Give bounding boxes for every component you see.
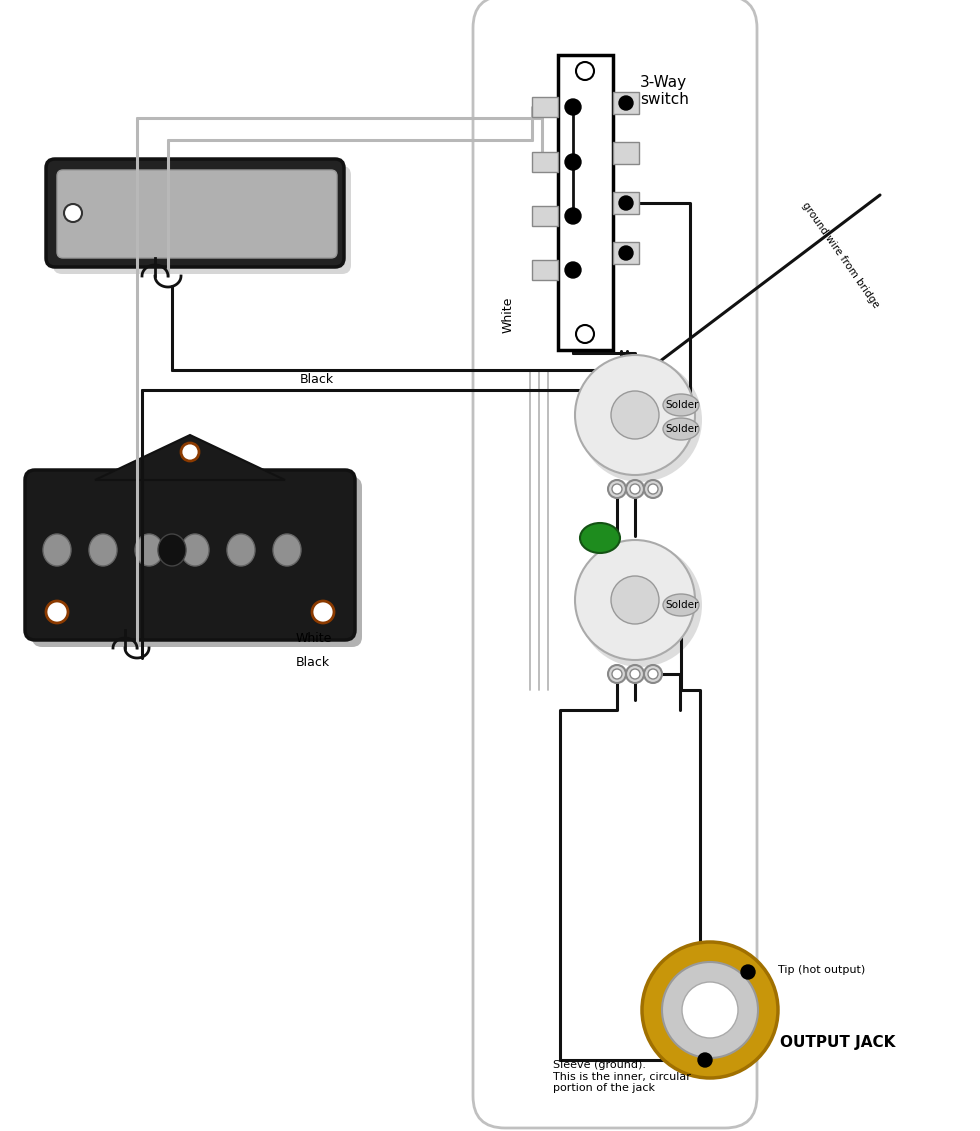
Ellipse shape bbox=[89, 534, 117, 566]
Text: OUTPUT JACK: OUTPUT JACK bbox=[780, 1035, 896, 1050]
Circle shape bbox=[626, 665, 644, 683]
FancyBboxPatch shape bbox=[32, 477, 362, 647]
FancyBboxPatch shape bbox=[46, 159, 344, 267]
Circle shape bbox=[682, 982, 738, 1038]
Circle shape bbox=[619, 247, 633, 260]
FancyBboxPatch shape bbox=[25, 470, 355, 640]
Circle shape bbox=[612, 484, 622, 494]
FancyBboxPatch shape bbox=[57, 170, 337, 258]
Circle shape bbox=[611, 391, 659, 439]
Ellipse shape bbox=[663, 418, 699, 440]
Text: Tip (hot output): Tip (hot output) bbox=[778, 965, 865, 975]
Text: Sleeve (ground).
This is the inner, circular
portion of the jack: Sleeve (ground). This is the inner, circ… bbox=[553, 1060, 691, 1094]
Bar bbox=[613, 143, 639, 164]
Circle shape bbox=[630, 670, 640, 679]
Bar bbox=[532, 97, 558, 116]
Bar bbox=[532, 152, 558, 172]
Circle shape bbox=[608, 665, 626, 683]
Circle shape bbox=[578, 359, 702, 482]
Circle shape bbox=[619, 196, 633, 210]
Bar bbox=[613, 192, 639, 214]
Circle shape bbox=[698, 1053, 712, 1067]
Text: Black: Black bbox=[300, 373, 334, 386]
Bar bbox=[558, 55, 613, 349]
Circle shape bbox=[619, 96, 633, 110]
Circle shape bbox=[565, 154, 581, 170]
Circle shape bbox=[612, 670, 622, 679]
Bar bbox=[613, 92, 639, 114]
Ellipse shape bbox=[43, 534, 71, 566]
Text: Solder: Solder bbox=[665, 601, 699, 610]
Circle shape bbox=[662, 962, 758, 1057]
Bar bbox=[532, 206, 558, 226]
Circle shape bbox=[312, 601, 334, 623]
Text: White: White bbox=[502, 296, 514, 334]
Circle shape bbox=[565, 100, 581, 115]
Circle shape bbox=[642, 942, 778, 1078]
Text: Solder: Solder bbox=[665, 424, 699, 434]
Circle shape bbox=[181, 443, 199, 461]
Circle shape bbox=[565, 262, 581, 278]
Circle shape bbox=[578, 543, 702, 667]
Circle shape bbox=[576, 62, 594, 80]
Ellipse shape bbox=[663, 394, 699, 416]
Circle shape bbox=[741, 965, 755, 979]
Ellipse shape bbox=[158, 534, 186, 566]
Circle shape bbox=[626, 480, 644, 498]
Ellipse shape bbox=[181, 534, 209, 566]
Ellipse shape bbox=[135, 534, 163, 566]
Ellipse shape bbox=[227, 534, 255, 566]
Circle shape bbox=[648, 484, 658, 494]
Circle shape bbox=[576, 325, 594, 343]
Text: Black: Black bbox=[296, 656, 330, 668]
Text: 3-Way
switch: 3-Way switch bbox=[640, 75, 689, 107]
Ellipse shape bbox=[273, 534, 301, 566]
Circle shape bbox=[608, 480, 626, 498]
Bar bbox=[613, 242, 639, 264]
Ellipse shape bbox=[580, 523, 620, 553]
Circle shape bbox=[648, 670, 658, 679]
FancyBboxPatch shape bbox=[53, 166, 351, 274]
Circle shape bbox=[644, 480, 662, 498]
Text: Solder: Solder bbox=[665, 400, 699, 411]
Circle shape bbox=[46, 601, 68, 623]
Bar bbox=[532, 260, 558, 280]
Circle shape bbox=[575, 355, 695, 475]
Circle shape bbox=[565, 208, 581, 224]
Circle shape bbox=[575, 539, 695, 661]
Polygon shape bbox=[95, 435, 285, 480]
Circle shape bbox=[64, 204, 82, 222]
Text: White: White bbox=[296, 631, 332, 645]
Text: ground wire from bridge: ground wire from bridge bbox=[800, 200, 880, 310]
Circle shape bbox=[630, 484, 640, 494]
Circle shape bbox=[644, 665, 662, 683]
Ellipse shape bbox=[663, 594, 699, 616]
Circle shape bbox=[611, 576, 659, 624]
